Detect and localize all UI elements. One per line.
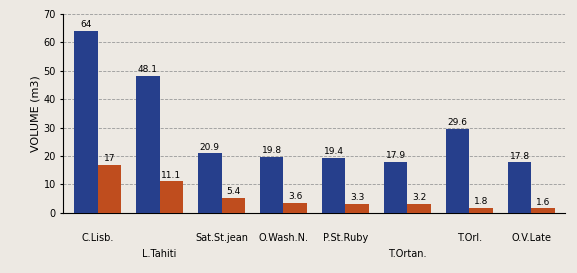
Text: L.Tahiti: L.Tahiti [143,249,177,259]
Bar [346,204,369,213]
Bar [198,153,222,213]
Text: 19.8: 19.8 [261,146,282,155]
Bar [384,162,407,213]
Text: 5.4: 5.4 [226,187,241,196]
Text: 20.9: 20.9 [200,143,220,152]
Text: Sat.St.jean: Sat.St.jean [195,233,248,243]
Bar [407,204,431,213]
Bar [222,198,245,213]
Bar [283,203,307,213]
Text: O.V.Late: O.V.Late [511,233,552,243]
Text: C.Lisb.: C.Lisb. [81,233,114,243]
Text: 17.8: 17.8 [509,152,530,161]
Text: P.St.Ruby: P.St.Ruby [323,233,368,243]
Text: 3.3: 3.3 [350,193,365,202]
Bar [136,76,159,213]
Bar [260,157,283,213]
Text: O.Wash.N.: O.Wash.N. [258,233,309,243]
Bar [508,162,531,213]
Text: 48.1: 48.1 [138,65,158,74]
Text: T.Orl.: T.Orl. [457,233,482,243]
Text: 3.6: 3.6 [288,192,302,201]
Y-axis label: VOLUME (m3): VOLUME (m3) [31,75,40,152]
Text: 1.8: 1.8 [474,197,488,206]
Bar [98,165,121,213]
Text: 17: 17 [104,154,115,163]
Text: 19.4: 19.4 [324,147,344,156]
Text: 17.9: 17.9 [385,151,406,160]
Bar [159,181,183,213]
Text: T.Ortan.: T.Ortan. [388,249,426,259]
Bar [446,129,470,213]
Bar [74,31,98,213]
Text: 11.1: 11.1 [161,171,181,180]
Text: 3.2: 3.2 [412,193,426,202]
Text: 1.6: 1.6 [536,198,550,207]
Bar [531,208,555,213]
Bar [470,208,493,213]
Text: 64: 64 [80,20,92,29]
Text: 29.6: 29.6 [448,118,467,127]
Bar [322,158,346,213]
